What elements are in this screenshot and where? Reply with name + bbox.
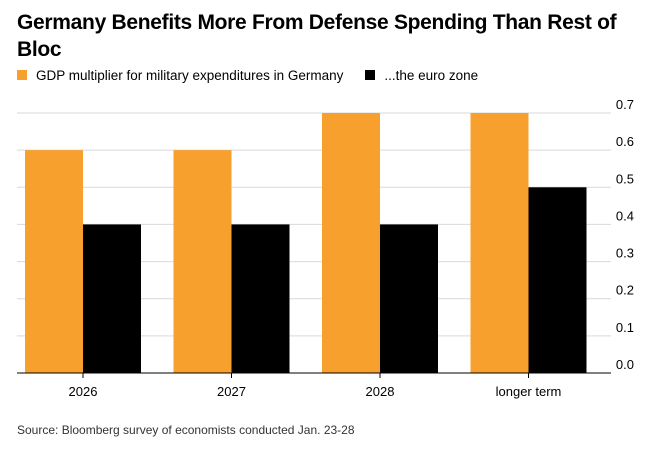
bar-euro-zone-1	[231, 224, 290, 373]
x-tick-label-2: 2028	[366, 384, 395, 399]
y-tick-label-6: 0.6	[616, 134, 634, 149]
bar-euro-zone-2	[380, 224, 438, 373]
axes: 0.0 0.1 0.2 0.3 0.4 0.5 0.6 0.7 2026 2027 2028 long…	[17, 97, 634, 399]
bar-germany-0	[25, 150, 83, 373]
y-tick-label-0: 0.0	[616, 357, 634, 372]
legend-label-euro-zone: ...the euro zone	[384, 67, 479, 83]
legend-item-germany: GDP multiplier for military expenditures…	[17, 68, 343, 83]
chart-title: Germany Benefits More From Defense Spend…	[17, 11, 617, 61]
x-tick-label-1: 2027	[217, 384, 246, 399]
legend-swatch-euro-zone	[365, 70, 376, 80]
legend-label-germany: GDP multiplier for military expenditures…	[36, 67, 344, 83]
legend-swatch-germany	[17, 70, 27, 80]
bar-germany-2	[322, 113, 380, 373]
bar-germany-3	[470, 113, 529, 373]
y-tick-label-5: 0.5	[616, 171, 634, 186]
bars	[25, 113, 587, 373]
x-tick-label-0: 2026	[69, 384, 98, 399]
legend: GDP multiplier for military expenditures…	[17, 66, 500, 84]
x-tick-label-3: longer term	[496, 384, 562, 399]
y-tick-label-3: 0.3	[616, 246, 634, 261]
y-tick-label-2: 0.2	[616, 283, 634, 298]
bar-euro-zone-0	[83, 224, 141, 373]
y-tick-label-1: 0.1	[616, 320, 634, 335]
source-note: Source: Bloomberg survey of economists c…	[17, 423, 355, 437]
legend-item-euro-zone: ...the euro zone	[365, 68, 478, 83]
y-tick-label-7: 0.7	[616, 97, 634, 112]
bar-germany-1	[173, 150, 232, 373]
y-tick-label-4: 0.4	[616, 208, 634, 223]
bar-euro-zone-3	[528, 187, 587, 373]
